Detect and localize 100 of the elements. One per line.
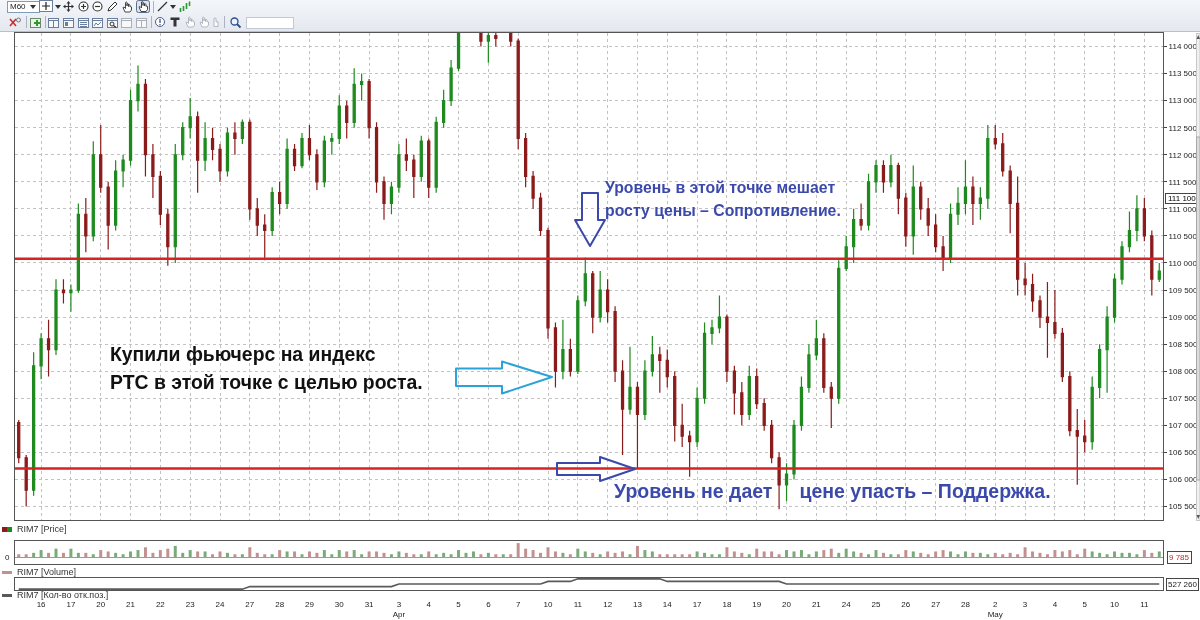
x-tick-label: 11 [1140, 599, 1150, 609]
candlestick [367, 78, 371, 140]
x-tick-label: 23 [185, 599, 196, 609]
bar [762, 551, 766, 558]
candlestick [99, 124, 103, 194]
candlestick [546, 227, 550, 340]
bar [1142, 550, 1146, 558]
candlestick [1060, 327, 1065, 383]
bar [755, 548, 759, 558]
candlestick [971, 175, 975, 226]
candlestick [277, 181, 282, 215]
candlestick [91, 140, 95, 242]
bar [69, 548, 73, 558]
candlestick [441, 89, 446, 129]
bar [270, 554, 274, 558]
candlestick [322, 135, 327, 188]
bar [561, 552, 565, 558]
bar [1001, 554, 1005, 558]
bar [501, 554, 505, 558]
bar [1068, 550, 1072, 558]
text: 527 260 [1168, 580, 1198, 589]
candlestick [844, 235, 848, 272]
candlestick [248, 118, 252, 221]
bar [1045, 554, 1049, 558]
bar [1127, 552, 1131, 558]
bar [307, 551, 311, 558]
bar [285, 551, 289, 558]
bar [785, 550, 789, 558]
bar [263, 554, 267, 558]
candlestick [1142, 197, 1147, 242]
x-tick-label: 20 [96, 599, 106, 609]
bar [911, 551, 915, 558]
candlestick [986, 124, 990, 210]
bar [673, 554, 677, 558]
y-tick-label: 112 500 [1168, 123, 1198, 133]
candlestick [188, 97, 192, 140]
bar [158, 550, 162, 558]
bar [852, 551, 856, 558]
candlestick [732, 365, 737, 416]
candlestick [389, 181, 394, 215]
candlestick [128, 89, 133, 167]
bar [1060, 551, 1064, 558]
bar [993, 552, 997, 558]
x-tick-label: 3 Apr [392, 599, 406, 619]
candlestick [792, 419, 796, 481]
bar [203, 551, 207, 558]
bar [1105, 554, 1109, 558]
candlestick [1135, 194, 1139, 242]
candlestick [859, 202, 863, 232]
bar [531, 550, 535, 558]
bar [375, 551, 379, 558]
bar [859, 552, 863, 558]
candlestick [113, 159, 118, 232]
bar [643, 550, 647, 558]
candlestick [76, 202, 81, 294]
bar [1157, 551, 1161, 558]
candlestick [919, 181, 923, 221]
bar [919, 552, 923, 558]
candlestick [31, 351, 36, 497]
candlestick [352, 67, 356, 129]
bar [419, 554, 423, 558]
candlestick [933, 213, 938, 253]
bar [471, 551, 475, 558]
candlestick [195, 110, 200, 194]
candlestick [1075, 408, 1079, 486]
candlestick [1038, 294, 1042, 329]
candlestick [419, 135, 423, 183]
x-tick-label: 21 [126, 599, 136, 609]
bar [188, 550, 192, 558]
bar [345, 551, 349, 558]
candlestick [568, 338, 573, 378]
candlestick [1112, 273, 1117, 324]
x-tick-label: 26 [901, 599, 911, 609]
bar [330, 554, 334, 558]
bar [583, 551, 587, 558]
bar [598, 554, 602, 558]
candlestick [456, 33, 461, 72]
candlestick [769, 419, 774, 464]
legend-label: RIM7 [Price] [17, 524, 67, 534]
bar [196, 551, 200, 558]
x-tick-label: 17 [66, 599, 76, 609]
candlestick [620, 359, 625, 456]
candlestick [270, 186, 274, 237]
candlestick [598, 270, 602, 324]
candlestick [643, 359, 647, 421]
bar [1090, 551, 1094, 558]
bar [315, 552, 319, 558]
candlestick [702, 321, 707, 405]
bar [32, 552, 36, 558]
candlestick [822, 332, 826, 394]
bar [181, 552, 185, 558]
bar [39, 550, 43, 558]
candlestick [449, 59, 453, 107]
bar [799, 550, 803, 558]
bar [412, 554, 416, 558]
x-tick-label: 24 [215, 599, 225, 609]
bar [822, 550, 826, 558]
candlestick [680, 403, 684, 448]
candlestick [1068, 370, 1072, 437]
bar [867, 554, 871, 558]
